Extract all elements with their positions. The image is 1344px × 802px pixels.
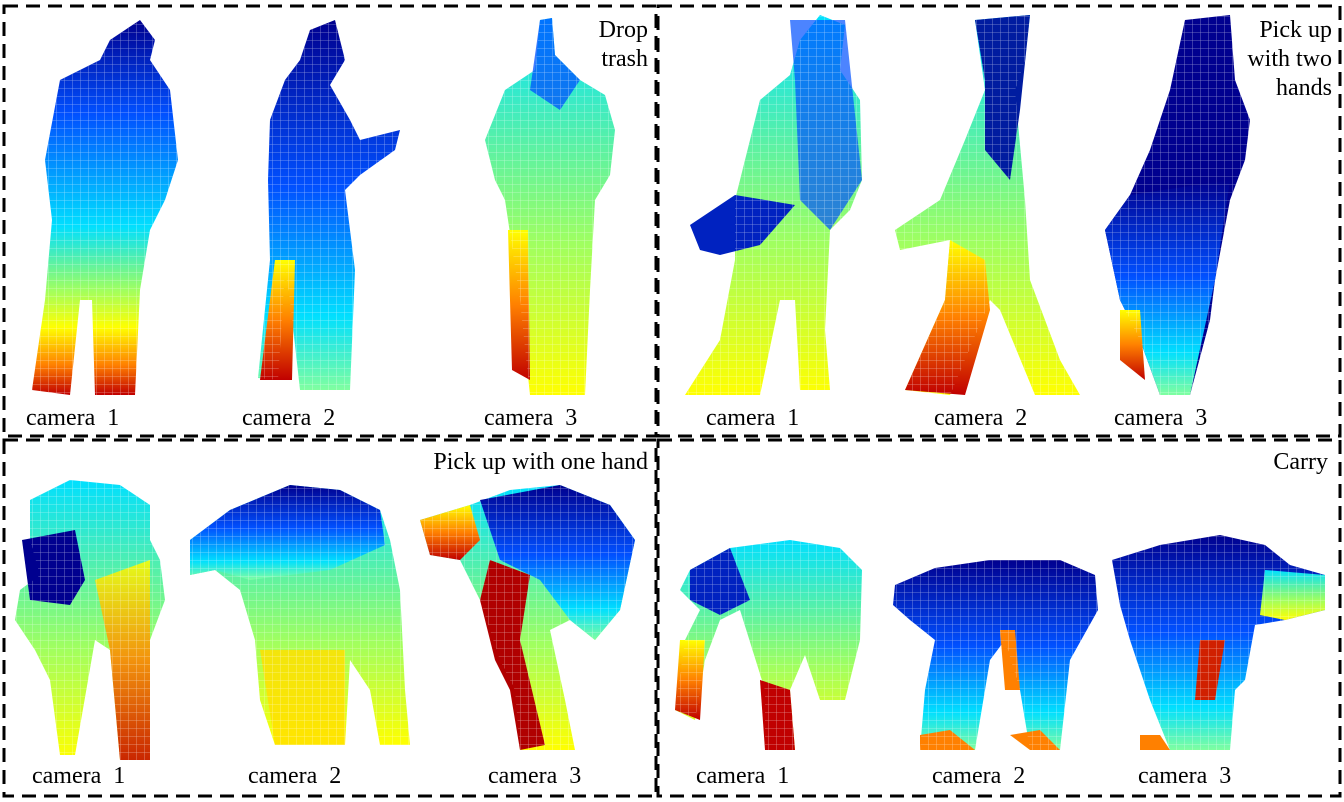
camera-label-p3-cam2: camera 2 <box>248 763 342 789</box>
point-cloud-p1-cam3 <box>485 18 615 395</box>
action-label-pick-up-one-hand: Pick up with one hand <box>360 448 648 477</box>
point-cloud-p3-cam1 <box>15 480 165 760</box>
panel-border-bottom-left <box>2 438 658 798</box>
camera-label-p2-cam3: camera 3 <box>1114 405 1208 431</box>
point-cloud-p2-cam2 <box>895 15 1080 395</box>
action-label-line: Drop <box>598 17 648 43</box>
action-label-line: with two <box>1247 45 1332 72</box>
panel-drop-trash-figures <box>32 18 615 395</box>
camera-label-p4-cam2: camera 2 <box>932 763 1026 789</box>
camera-label-p4-cam1: camera 1 <box>696 763 790 789</box>
camera-label-p4-cam3: camera 3 <box>1138 763 1232 789</box>
point-cloud-p4-cam3 <box>1112 535 1325 750</box>
point-cloud-p4-cam2 <box>893 560 1098 750</box>
action-label-line: Pick up <box>1259 17 1332 43</box>
camera-label-p1-cam3: camera 3 <box>484 405 578 431</box>
panel-border-top-right <box>656 4 1342 438</box>
point-cloud-p3-cam3 <box>420 485 635 750</box>
camera-label-p3-cam1: camera 1 <box>32 763 126 789</box>
point-cloud-p1-cam2 <box>258 20 400 390</box>
panel-borders <box>2 4 1342 798</box>
action-label-line: trash <box>601 45 648 72</box>
point-cloud-p1-cam1 <box>32 20 178 395</box>
panel-carry-figures <box>675 535 1325 750</box>
camera-label-p1-cam1: camera 1 <box>26 405 120 431</box>
action-label-line: Carry <box>1273 449 1328 475</box>
point-cloud-p2-cam3 <box>1105 15 1250 395</box>
action-label-carry: Carry <box>1200 448 1328 477</box>
point-cloud-p3-cam2 <box>190 485 410 745</box>
action-label-pick-up-two-hands: Pick up with two hands <box>1200 16 1332 102</box>
panel-border-bottom-right <box>656 438 1342 798</box>
action-label-line: hands <box>1276 74 1332 101</box>
action-label-drop-trash: Drop trash <box>540 16 648 74</box>
panel-border-top-left <box>2 4 658 438</box>
camera-label-p2-cam2: camera 2 <box>934 405 1028 431</box>
panel-pick-up-two-hands-figures <box>685 15 1250 395</box>
camera-label-p3-cam3: camera 3 <box>488 763 582 789</box>
action-label-line: Pick up with one hand <box>433 449 648 475</box>
point-cloud-p2-cam1 <box>685 15 862 395</box>
camera-label-p2-cam1: camera 1 <box>706 405 800 431</box>
panel-pick-up-one-hand-figures <box>15 480 635 760</box>
camera-label-p1-cam2: camera 2 <box>242 405 336 431</box>
point-cloud-p4-cam1 <box>675 540 862 750</box>
